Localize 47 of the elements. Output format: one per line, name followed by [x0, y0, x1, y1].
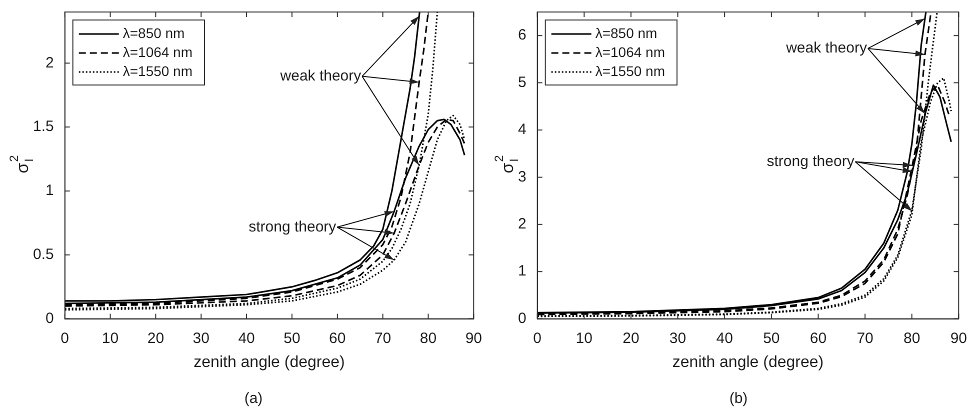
y-tick-label: 3 [518, 168, 526, 186]
annotation: strong theory [248, 218, 337, 236]
legend-label: λ=1064 nm [595, 44, 666, 60]
x-tick-label: 10 [102, 330, 119, 347]
annotation: weak theory [279, 67, 362, 84]
y-tick-label: 1 [46, 182, 54, 200]
x-tick-label: 70 [856, 330, 874, 347]
x-tick-label: 90 [465, 330, 482, 347]
legend-label: λ=1064 nm [122, 44, 193, 60]
y-tick-label: 1 [518, 262, 526, 280]
y-tick-label: 2 [518, 216, 526, 233]
y-tick-label: 1.5 [32, 118, 54, 136]
x-axis-title: zenith angle (degree) [194, 354, 345, 371]
x-tick-label: 0 [60, 330, 70, 347]
x-tick-label: 80 [904, 330, 920, 347]
x-tick-label: 60 [810, 330, 827, 347]
y-tick-label: 2 [46, 54, 54, 72]
legend-label: λ=850 nm [122, 24, 185, 41]
y-tick-label: 6 [518, 26, 526, 44]
text: (b) [729, 390, 748, 408]
x-tick-label: 50 [284, 330, 300, 347]
legend-label: λ=850 nm [595, 24, 658, 41]
x-tick-label: 60 [329, 330, 346, 347]
y-tick-label: 0.5 [32, 246, 54, 264]
y-tick-label: 5 [518, 74, 526, 91]
x-tick-label: 90 [950, 330, 967, 347]
x-tick-label: 30 [669, 330, 686, 347]
x-tick-label: 70 [374, 330, 392, 347]
x-tick-label: 0 [533, 330, 542, 347]
annotation: strong theory [766, 152, 855, 170]
text: (a) [244, 390, 263, 408]
x-tick-label: 30 [192, 330, 210, 347]
x-tick-label: 80 [420, 330, 437, 347]
x-tick-label: 10 [576, 330, 592, 347]
x-tick-label: 40 [716, 330, 733, 347]
legend-label: λ=1550 nm [122, 62, 193, 79]
y-tick-label: 0 [46, 310, 54, 327]
x-tick-label: 50 [763, 330, 780, 347]
x-tick-label: 20 [622, 330, 640, 347]
x-axis-title: zenith angle (degree) [672, 354, 824, 371]
y-axis-title: σI2 [7, 154, 36, 174]
annotation: weak theory [785, 40, 868, 57]
x-tick-label: 40 [238, 330, 255, 347]
y-tick-label: 4 [518, 121, 526, 138]
legend-label: λ=1550 nm [595, 62, 666, 79]
y-tick-label: 0 [518, 310, 526, 327]
x-tick-label: 20 [147, 330, 164, 347]
